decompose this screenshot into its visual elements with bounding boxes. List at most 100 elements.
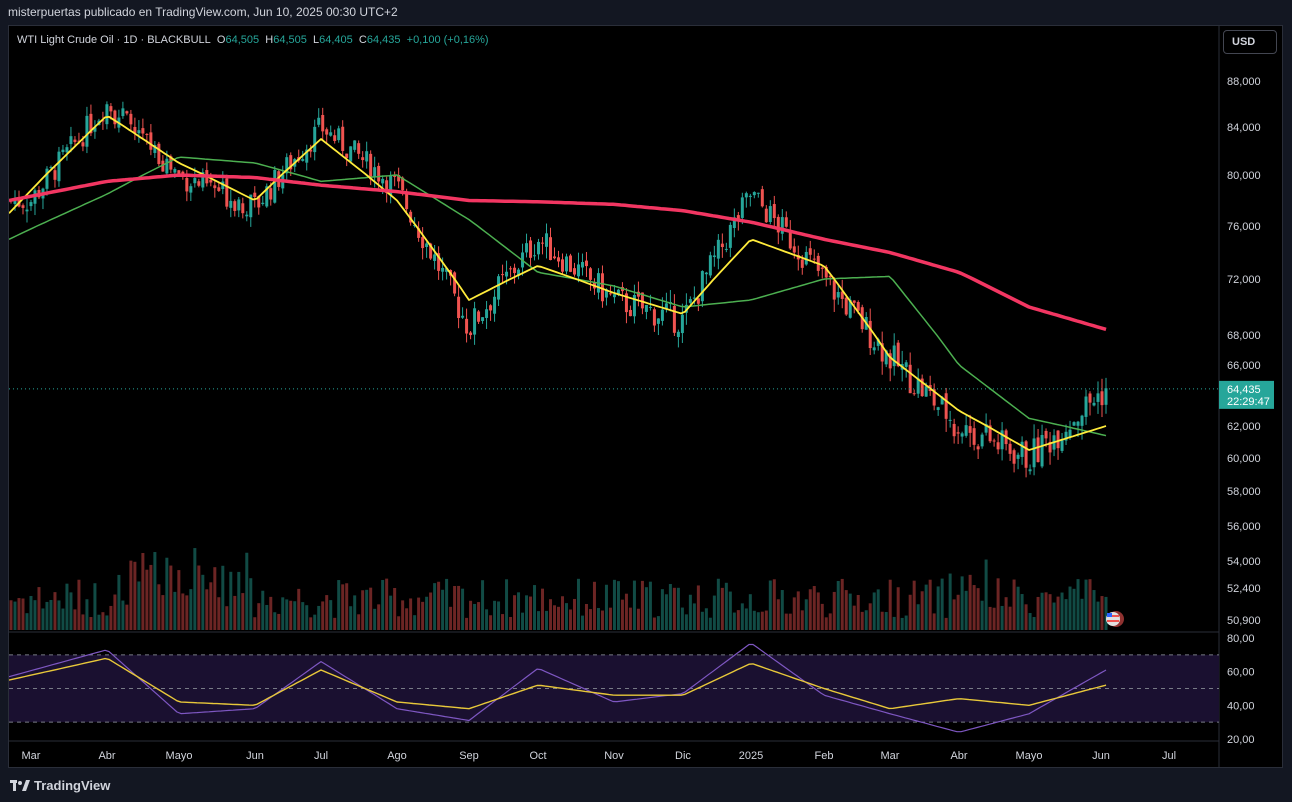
volume-bar	[700, 611, 704, 630]
candle-body	[553, 256, 557, 259]
candle-body	[421, 237, 425, 249]
volume-bar	[121, 600, 125, 630]
candle-body	[808, 248, 812, 255]
candle-body	[732, 217, 736, 229]
candle-body	[461, 315, 465, 318]
volume-bar	[197, 565, 201, 630]
volume-bar	[101, 612, 105, 630]
candle-body	[149, 132, 153, 150]
price-tick-label: 60,000	[1227, 453, 1261, 465]
volume-bar	[972, 585, 976, 630]
volume-bar	[381, 580, 385, 630]
candle-body	[1036, 437, 1040, 463]
candle-body	[736, 215, 740, 220]
candle-body	[417, 228, 421, 238]
volume-bar	[976, 588, 980, 630]
candle-body	[485, 309, 489, 318]
last-price-tag[interactable]	[1219, 380, 1274, 409]
volume-bar	[365, 589, 369, 630]
volume-bar	[924, 584, 928, 630]
volume-bar	[293, 601, 297, 630]
volume-bar	[353, 595, 357, 630]
currency-button[interactable]: USD	[1223, 30, 1277, 54]
volume-bar	[149, 564, 153, 630]
candle-body	[764, 208, 768, 223]
candle-body	[85, 115, 89, 147]
volume-bar	[321, 601, 325, 630]
volume-bar	[888, 579, 892, 630]
volume-bar	[892, 616, 896, 630]
footer-brand[interactable]: TradingView	[10, 778, 110, 793]
volume-bar	[497, 601, 501, 630]
volume-bar	[640, 580, 644, 630]
low-label: L	[313, 34, 320, 46]
volume-bar	[708, 617, 712, 630]
volume-bar	[517, 592, 521, 630]
candle-body	[145, 133, 149, 135]
volume-bar	[824, 617, 828, 630]
volume-bar	[696, 585, 700, 630]
volume-bar	[688, 594, 692, 630]
volume-bar	[389, 595, 393, 630]
volume-bar	[916, 604, 920, 630]
volume-bar	[644, 587, 648, 630]
candle-body	[984, 424, 988, 433]
volume-bar	[409, 598, 413, 630]
volume-bar	[21, 598, 25, 630]
price-tick-label: 62,000	[1227, 421, 1261, 433]
candle-body	[948, 419, 952, 421]
volume-bar	[125, 604, 129, 630]
volume-bar	[233, 595, 237, 630]
volume-bar	[656, 616, 660, 630]
volume-bar	[37, 587, 41, 630]
candle-body	[880, 343, 884, 362]
volume-bar	[145, 569, 149, 630]
volume-bar	[445, 578, 449, 630]
candle-body	[712, 255, 716, 258]
candle-body	[69, 136, 73, 145]
change-value: +0,100 (+0,16%)	[406, 34, 489, 46]
candle-body	[185, 177, 189, 192]
candle-body	[433, 254, 437, 261]
volume-bar	[992, 607, 996, 630]
volume-bar	[1052, 602, 1056, 630]
candle-body	[381, 178, 385, 184]
time-tick-label: Feb	[815, 750, 834, 762]
volume-bar	[461, 588, 465, 630]
volume-bar	[161, 595, 165, 630]
volume-bar	[261, 590, 265, 630]
candle-body	[728, 224, 732, 248]
volume-bar	[117, 574, 121, 630]
candle-body	[129, 113, 133, 125]
candle-body	[1028, 469, 1032, 472]
candle-body	[1012, 450, 1016, 464]
symbol-name[interactable]: WTI Light Crude Oil · 1D · BLACKBULL	[17, 34, 211, 46]
chart-frame[interactable]: 64,435 22:29:47 88,000 84,000 80,000 76,000 72…	[8, 25, 1283, 768]
candle-body	[856, 302, 860, 311]
candle-body	[225, 178, 229, 207]
candle-body	[557, 257, 560, 262]
candle-body	[1044, 430, 1048, 439]
volume-bar	[1016, 586, 1020, 630]
flag-canton	[1107, 613, 1112, 617]
rsi-ma-line	[9, 657, 1107, 710]
candle-body	[325, 129, 329, 135]
candle-body	[576, 264, 580, 277]
candle-body	[836, 292, 840, 298]
volume-bar	[1048, 594, 1052, 630]
candle-body	[309, 149, 313, 152]
candle-body	[373, 167, 377, 178]
candle-body	[157, 143, 161, 164]
chart-canvas[interactable]: 64,43522:29:4788,00084,00080,00076,00072…	[9, 26, 1282, 767]
candle-body	[333, 135, 337, 141]
price-tick-label: 68,000	[1227, 330, 1261, 342]
candle-body	[1092, 402, 1096, 406]
time-tick-label: Abr	[98, 750, 115, 762]
volume-bar	[189, 589, 193, 630]
volume-bar	[1100, 596, 1104, 630]
candle-body	[245, 214, 249, 217]
volume-bar	[505, 579, 509, 630]
candle-body	[533, 255, 537, 257]
volume-bar	[417, 597, 421, 630]
volume-bar	[864, 610, 868, 630]
